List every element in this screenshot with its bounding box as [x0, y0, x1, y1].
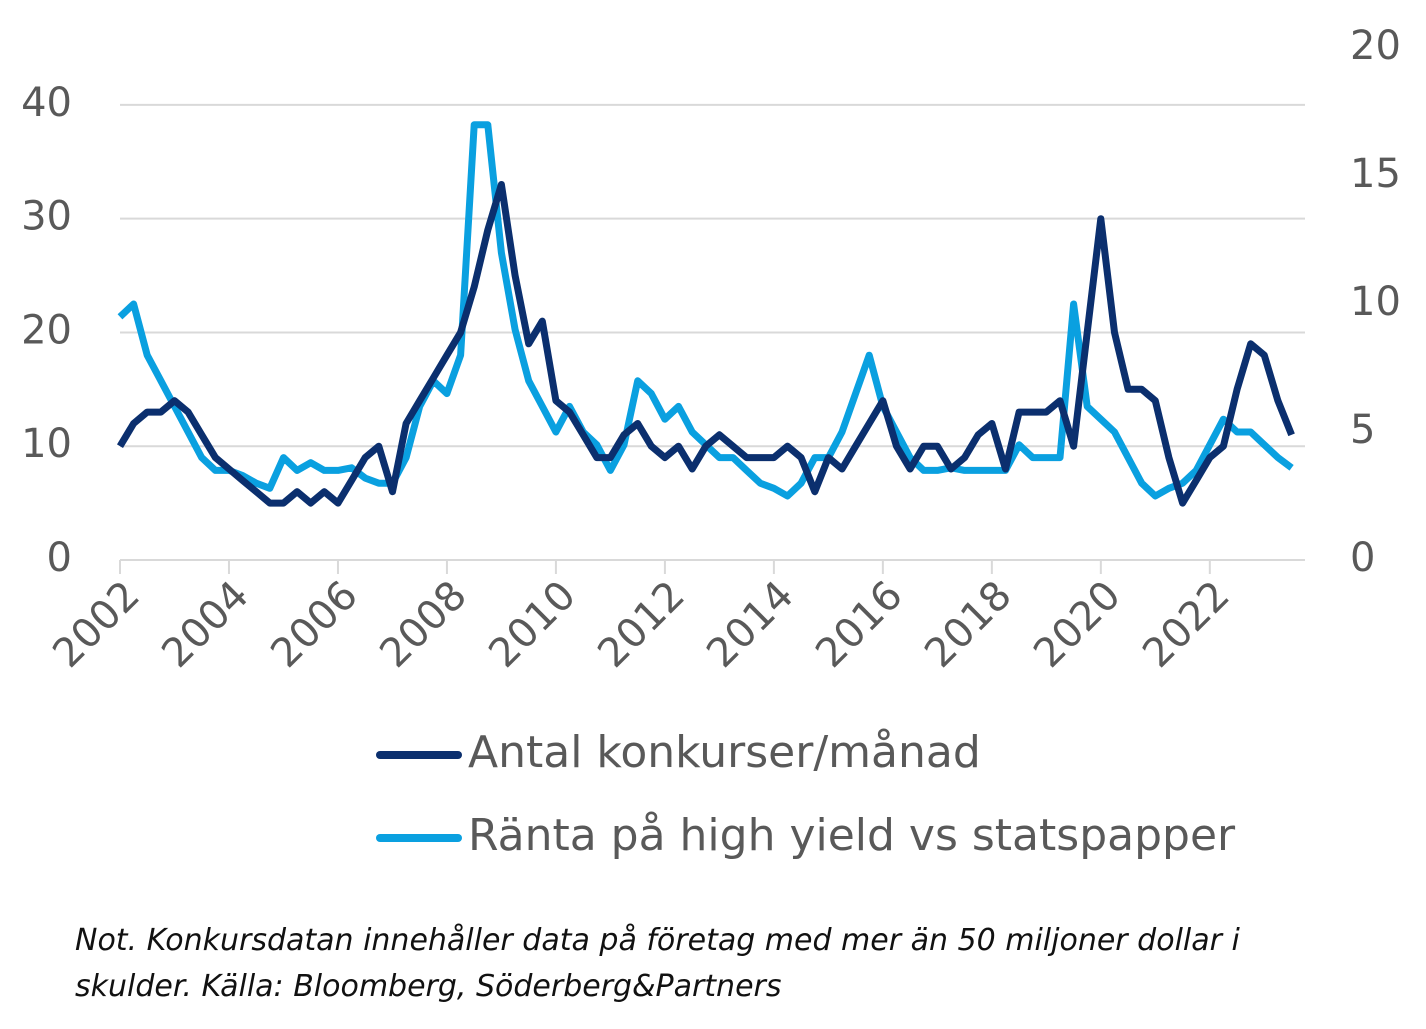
y2-tick-label: 10: [1350, 279, 1401, 325]
x-tick-label: 2020: [1025, 572, 1130, 677]
x-tick-label: 2006: [262, 572, 367, 677]
x-tick-label: 2010: [480, 572, 585, 677]
y-tick-label: 20: [21, 307, 72, 353]
y2-tick-label: 0: [1350, 535, 1375, 581]
y2-tick-label: 5: [1350, 407, 1375, 453]
note: Not. Konkursdatan innehåller data på för…: [75, 923, 1240, 1004]
x-tick-label: 2002: [44, 572, 149, 677]
series-line: [117, 121, 1294, 500]
x-tick-label: 2014: [698, 572, 803, 677]
y2-tick-label: 15: [1350, 151, 1401, 197]
y-tick-label: 10: [21, 421, 72, 467]
y2-tick-label: 20: [1350, 23, 1401, 69]
x-tick-label: 2022: [1134, 572, 1239, 677]
y-tick-label: 40: [21, 80, 72, 126]
x-tick-label: 2008: [371, 572, 476, 677]
legend-label: Ränta på high yield vs statspapper: [468, 810, 1236, 861]
series-line: [116, 181, 1295, 507]
x-tick-label: 2012: [589, 572, 694, 677]
y-tick-label: 0: [47, 535, 72, 581]
x-tick-label: 2018: [916, 572, 1021, 677]
x-tick-label: 2004: [153, 572, 258, 677]
legend-label: Antal konkurser/månad: [468, 727, 981, 778]
x-tick-label: 2016: [807, 572, 912, 677]
y-tick-label: 30: [21, 194, 72, 240]
